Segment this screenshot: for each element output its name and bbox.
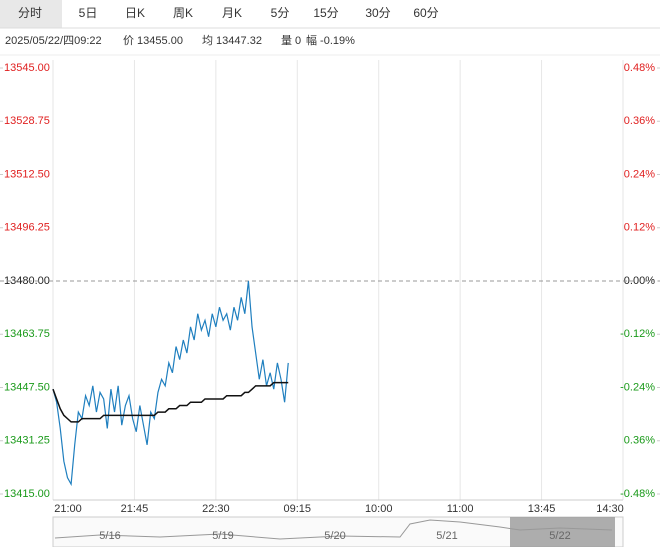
navigator-date: 5/19: [212, 530, 233, 542]
y2-tick-label: 0.24%: [624, 168, 655, 180]
tab[interactable]: 5日: [79, 6, 98, 20]
y2-tick-label: -0.24%: [620, 381, 655, 393]
y2-tick-label: 0.48%: [624, 62, 655, 74]
tab[interactable]: 5分: [271, 6, 290, 20]
y2-tick-label: 0.12%: [624, 222, 655, 234]
tab[interactable]: 日K: [125, 6, 145, 20]
info-item: 均 13447.32: [202, 34, 262, 47]
navigator-date: 5/21: [436, 530, 457, 542]
y2-tick-label: 0.36%: [624, 115, 655, 127]
tab[interactable]: 月K: [222, 6, 242, 20]
info-item: 价 13455.00: [123, 34, 183, 47]
tab[interactable]: 周K: [173, 6, 193, 20]
x-tick-label: 11:00: [447, 503, 474, 515]
active-tab-bg: [0, 0, 62, 28]
y-tick-label: 13545.00: [4, 62, 50, 74]
y2-tick-label: -0.48%: [620, 488, 655, 500]
tab[interactable]: 15分: [313, 6, 338, 20]
x-tick-label: 09:15: [284, 503, 312, 515]
x-tick-label: 10:00: [365, 503, 393, 515]
x-tick-label: 14:30: [596, 503, 624, 515]
y-tick-label: 13480.00: [4, 275, 50, 287]
y-tick-label: 13415.00: [4, 488, 50, 500]
y-tick-label: 13528.75: [4, 115, 50, 127]
x-tick-label: 21:45: [121, 503, 149, 515]
tab[interactable]: 60分: [413, 6, 438, 20]
info-item: 量 0: [281, 34, 301, 47]
navigator-date: 5/22: [549, 530, 570, 542]
y-tick-label: 13512.50: [4, 168, 50, 180]
navigator-line: [54, 519, 613, 540]
y-tick-label: 13431.25: [4, 435, 50, 447]
average-line: [52, 381, 289, 423]
navigator-date: 5/16: [99, 530, 120, 542]
y-tick-label: 13463.75: [4, 328, 50, 340]
navigator-date: 5/20: [324, 530, 345, 542]
navigator-selection: [510, 517, 615, 547]
y-tick-label: 13447.50: [4, 381, 50, 393]
x-tick-label: 21:00: [54, 503, 82, 515]
x-tick-label: 13:45: [528, 503, 556, 515]
price-line: [52, 280, 289, 487]
info-item: 2025/05/22/四09:22: [5, 35, 102, 47]
tab[interactable]: 30分: [365, 6, 390, 20]
y2-tick-label: -0.12%: [620, 328, 655, 340]
y2-tick-label: 0.36%: [624, 435, 655, 447]
tab[interactable]: 分时: [18, 6, 42, 20]
y-tick-label: 13496.25: [4, 222, 50, 234]
x-tick-label: 22:30: [202, 503, 230, 515]
info-item: 幅 -0.19%: [306, 34, 355, 47]
